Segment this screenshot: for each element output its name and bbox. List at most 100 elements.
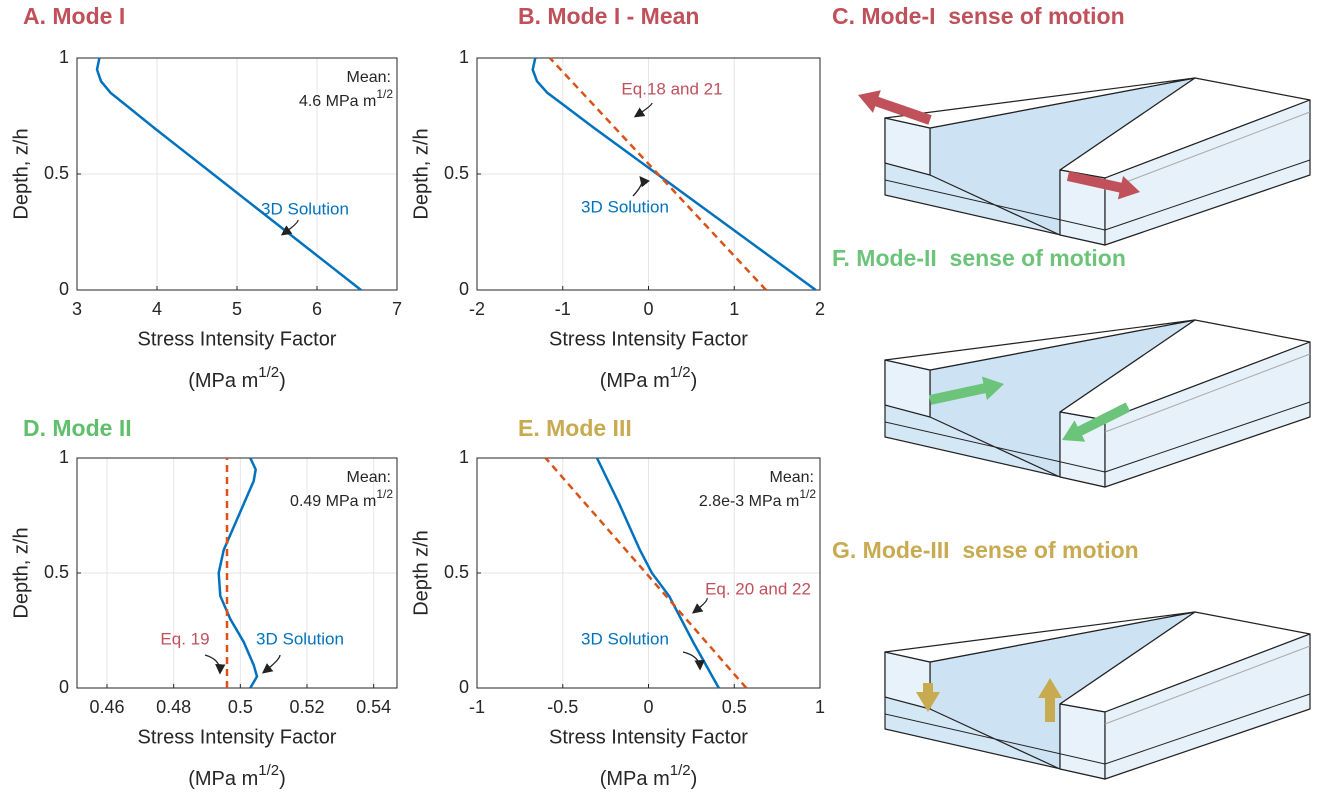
x-axis-label: Stress Intensity Factor — [138, 328, 337, 350]
x-tick-label: 1 — [815, 697, 825, 717]
layer-line — [1104, 401, 1311, 473]
y-tick-label: 1 — [459, 47, 469, 67]
x-axis-label: Stress Intensity Factor — [138, 726, 337, 748]
chart-title: E. Mode III — [518, 415, 632, 441]
y-axis-label: Depth, z/h — [10, 128, 32, 219]
unit-text: (MPa m — [188, 370, 258, 392]
right-side-face — [1104, 633, 1311, 780]
motion-arrow — [916, 683, 940, 712]
x-axis-unit: (MPa m1/2) — [188, 364, 286, 392]
plot-frame — [76, 57, 398, 291]
mean-sup: 1/2 — [376, 487, 393, 501]
unit-text: (MPa m — [188, 768, 258, 790]
x-tick-label: 0.5 — [228, 697, 253, 717]
x-tick-label: 0.54 — [356, 697, 391, 717]
x-tick-label: 4 — [152, 299, 162, 319]
slab-diagram — [884, 319, 1311, 488]
x-tick-label: 0.46 — [89, 697, 124, 717]
layer-line — [884, 179, 1106, 231]
layer-line — [1104, 111, 1311, 191]
series-line — [531, 57, 817, 292]
x-axis-unit: (MPa m1/2) — [600, 364, 698, 392]
left-top — [884, 611, 1196, 663]
chart-title: A. Mode I — [23, 3, 125, 29]
series-line — [95, 57, 362, 291]
unit-sup: 1/2 — [258, 762, 279, 779]
unit-close: ) — [279, 370, 286, 392]
layer-line — [884, 421, 1106, 473]
x-tick-label: 2 — [815, 299, 825, 319]
plot-frame — [76, 457, 398, 689]
x-axis-unit: (MPa m1/2) — [188, 762, 286, 790]
mean-text: 0.49 MPa m — [290, 493, 376, 510]
slab-diagram — [884, 611, 1311, 780]
chart-title: D. Mode II — [23, 415, 132, 441]
unit-sup: 1/2 — [670, 364, 691, 381]
mean-sup: 1/2 — [376, 87, 393, 101]
y-axis-label: Depth, z/h — [410, 128, 432, 219]
mean-label: Mean: — [347, 69, 391, 86]
y-tick-label: 0.5 — [44, 163, 69, 183]
label-arrow — [632, 175, 650, 197]
series-line — [595, 457, 720, 689]
mean-label: Mean: — [347, 469, 391, 486]
motion-arrow — [1062, 402, 1131, 442]
series-label: 3D Solution — [581, 197, 669, 216]
right-block-face — [1059, 703, 1106, 780]
x-tick-label: 0.48 — [156, 697, 191, 717]
left-top — [884, 77, 1196, 129]
y-axis-label: Depth z/h — [410, 530, 432, 616]
x-tick-label: 0.52 — [289, 697, 324, 717]
y-axis-label: Depth, z/h — [10, 527, 32, 618]
left-top — [884, 319, 1196, 371]
label-arrow — [204, 654, 226, 675]
layer-line — [884, 713, 1106, 765]
x-axis-label: Stress Intensity Factor — [549, 726, 748, 748]
series-label: 3D Solution — [261, 199, 349, 218]
unit-close: ) — [691, 768, 698, 790]
label-arrow — [261, 654, 281, 674]
mean-value: 0.49 MPa m1/2 — [290, 487, 393, 510]
series-line — [217, 457, 259, 689]
plot-frame — [476, 457, 821, 689]
series-label: 3D Solution — [256, 629, 344, 648]
layer-line — [1104, 645, 1311, 725]
y-tick-label: 0.5 — [444, 562, 469, 582]
plot-frame — [476, 57, 821, 291]
unit-close: ) — [279, 768, 286, 790]
right-side-face — [1104, 99, 1311, 246]
series-line — [544, 457, 748, 689]
label-arrow — [682, 651, 705, 671]
mean-text: 2.8e-3 MPa m — [699, 493, 799, 510]
x-axis-unit: (MPa m1/2) — [600, 762, 698, 790]
mean-value: 2.8e-3 MPa m1/2 — [699, 487, 816, 510]
y-tick-label: 1 — [59, 447, 69, 467]
diagram-title: C. Mode-I sense of motion — [832, 3, 1125, 29]
mean-value: 4.6 MPa m1/2 — [299, 87, 393, 110]
x-tick-label: 5 — [232, 299, 242, 319]
mean-text: 4.6 MPa m — [299, 93, 376, 110]
x-tick-label: -1 — [555, 299, 571, 319]
chart-title: B. Mode I - Mean — [518, 3, 699, 29]
motion-arrow — [1066, 171, 1140, 200]
slab-diagram — [884, 77, 1311, 246]
x-tick-label: 0 — [643, 299, 653, 319]
label-arrow — [633, 102, 653, 118]
layer-line — [1104, 159, 1311, 231]
y-tick-label: 0 — [459, 677, 469, 697]
unit-sup: 1/2 — [670, 762, 691, 779]
mean-sup: 1/2 — [799, 487, 816, 501]
y-tick-label: 0 — [59, 677, 69, 697]
x-tick-label: 3 — [72, 299, 82, 319]
series-line — [548, 57, 767, 291]
motion-arrow — [928, 376, 1004, 405]
series-label: 3D Solution — [581, 629, 669, 648]
mean-label: Mean: — [770, 469, 814, 486]
diagram-title: G. Mode-III sense of motion — [832, 537, 1139, 563]
y-tick-label: 1 — [59, 47, 69, 67]
unit-close: ) — [691, 370, 698, 392]
motion-arrow — [1038, 678, 1062, 722]
x-axis-label: Stress Intensity Factor — [549, 328, 748, 350]
x-tick-label: 7 — [392, 299, 402, 319]
